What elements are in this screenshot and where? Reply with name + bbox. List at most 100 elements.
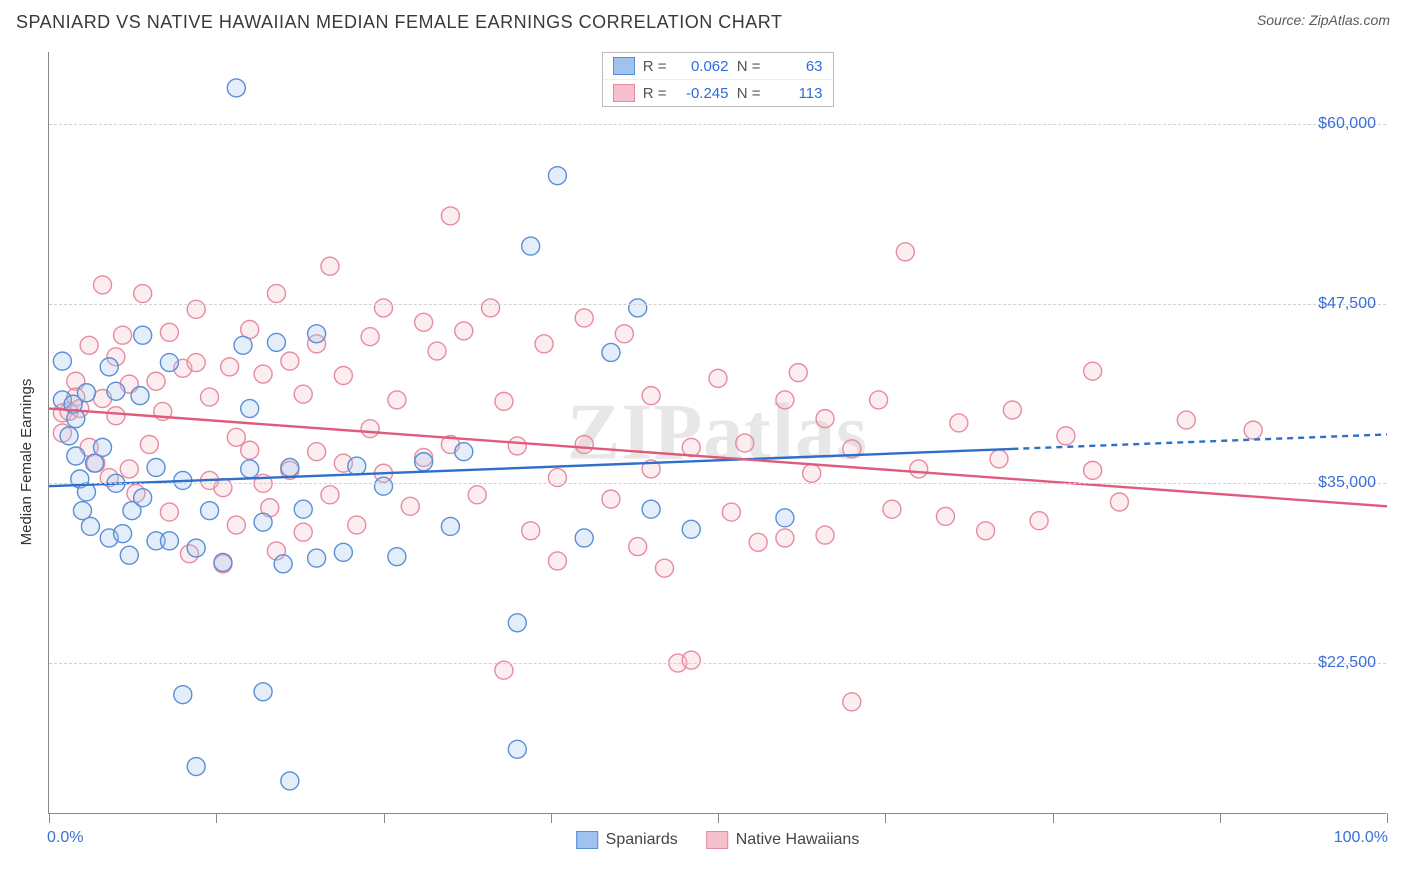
scatter-point — [67, 410, 85, 428]
scatter-point — [1084, 461, 1102, 479]
scatter-point — [789, 364, 807, 382]
gridline — [49, 304, 1386, 305]
scatter-point — [100, 358, 118, 376]
scatter-point — [428, 342, 446, 360]
scatter-point — [522, 237, 540, 255]
y-tick-label: $22,500 — [1318, 654, 1376, 672]
scatter-point — [160, 354, 178, 372]
scatter-point — [81, 517, 99, 535]
scatter-point — [187, 354, 205, 372]
scatter-point — [174, 686, 192, 704]
scatter-point — [241, 460, 259, 478]
scatter-point — [281, 772, 299, 790]
scatter-point — [455, 322, 473, 340]
scatter-point — [642, 387, 660, 405]
scatter-point — [749, 533, 767, 551]
scatter-point — [401, 497, 419, 515]
scatter-point — [415, 453, 433, 471]
scatter-point — [267, 285, 285, 303]
scatter-point — [134, 489, 152, 507]
scatter-point — [575, 309, 593, 327]
scatter-point — [214, 553, 232, 571]
legend-label-spaniards: Spaniards — [606, 831, 678, 849]
scatter-point — [134, 285, 152, 303]
source-attribution: Source: ZipAtlas.com — [1257, 12, 1390, 28]
scatter-point — [348, 516, 366, 534]
scatter-point — [94, 438, 112, 456]
scatter-point — [107, 382, 125, 400]
scatter-point — [722, 503, 740, 521]
scatter-point — [1084, 362, 1102, 380]
scatter-point — [254, 513, 272, 531]
scatter-point — [870, 391, 888, 409]
scatter-point — [107, 407, 125, 425]
scatter-point — [321, 257, 339, 275]
gridline — [49, 663, 1386, 664]
scatter-point — [274, 555, 292, 573]
stats-row-spaniards: R = 0.062 N = 63 — [603, 53, 833, 79]
scatter-point — [120, 546, 138, 564]
x-tick — [551, 813, 552, 823]
scatter-point — [134, 326, 152, 344]
n-label: N = — [735, 85, 761, 102]
scatter-point — [629, 538, 647, 556]
scatter-point — [776, 509, 794, 527]
scatter-point — [816, 526, 834, 544]
swatch-hawaiians — [613, 84, 635, 102]
scatter-point — [254, 683, 272, 701]
x-tick — [1387, 813, 1388, 823]
scatter-point — [294, 500, 312, 518]
r-value-spaniards: 0.062 — [673, 58, 729, 75]
x-axis-min-label: 0.0% — [47, 829, 83, 847]
x-tick — [1220, 813, 1221, 823]
y-axis-label: Median Female Earnings — [18, 379, 35, 546]
scatter-point — [294, 523, 312, 541]
scatter-point — [535, 335, 553, 353]
x-tick — [49, 813, 50, 823]
chart-title: SPANIARD VS NATIVE HAWAIIAN MEDIAN FEMAL… — [16, 12, 782, 33]
scatter-point — [950, 414, 968, 432]
scatter-point — [682, 520, 700, 538]
scatter-point — [682, 438, 700, 456]
scatter-point — [254, 365, 272, 383]
scatter-point — [602, 343, 620, 361]
scatter-point — [294, 385, 312, 403]
scatter-point — [281, 352, 299, 370]
scatter-point — [495, 392, 513, 410]
gridline — [49, 124, 1386, 125]
scatter-plot-svg — [49, 52, 1386, 813]
scatter-point — [334, 366, 352, 384]
scatter-point — [615, 325, 633, 343]
x-axis-max-label: 100.0% — [1334, 829, 1388, 847]
scatter-point — [160, 503, 178, 521]
scatter-point — [482, 299, 500, 317]
scatter-point — [441, 207, 459, 225]
scatter-point — [455, 443, 473, 461]
scatter-point — [468, 486, 486, 504]
scatter-point — [910, 460, 928, 478]
scatter-point — [187, 758, 205, 776]
y-tick-label: $35,000 — [1318, 474, 1376, 492]
scatter-point — [816, 410, 834, 428]
scatter-point — [977, 522, 995, 540]
scatter-point — [80, 336, 98, 354]
scatter-point — [214, 479, 232, 497]
scatter-point — [60, 427, 78, 445]
scatter-point — [375, 477, 393, 495]
n-value-spaniards: 63 — [767, 58, 823, 75]
scatter-point — [77, 384, 95, 402]
scatter-point — [308, 549, 326, 567]
scatter-point — [803, 464, 821, 482]
r-label: R = — [641, 58, 667, 75]
scatter-point — [267, 333, 285, 351]
source-label: Source: — [1257, 12, 1305, 28]
scatter-point — [682, 651, 700, 669]
scatter-point — [709, 369, 727, 387]
scatter-point — [522, 522, 540, 540]
scatter-point — [883, 500, 901, 518]
chart-container: Median Female Earnings ZIPatlas R = 0.06… — [0, 42, 1406, 892]
r-value-hawaiians: -0.245 — [673, 85, 729, 102]
swatch-spaniards — [613, 57, 635, 75]
scatter-point — [120, 460, 138, 478]
scatter-point — [896, 243, 914, 261]
